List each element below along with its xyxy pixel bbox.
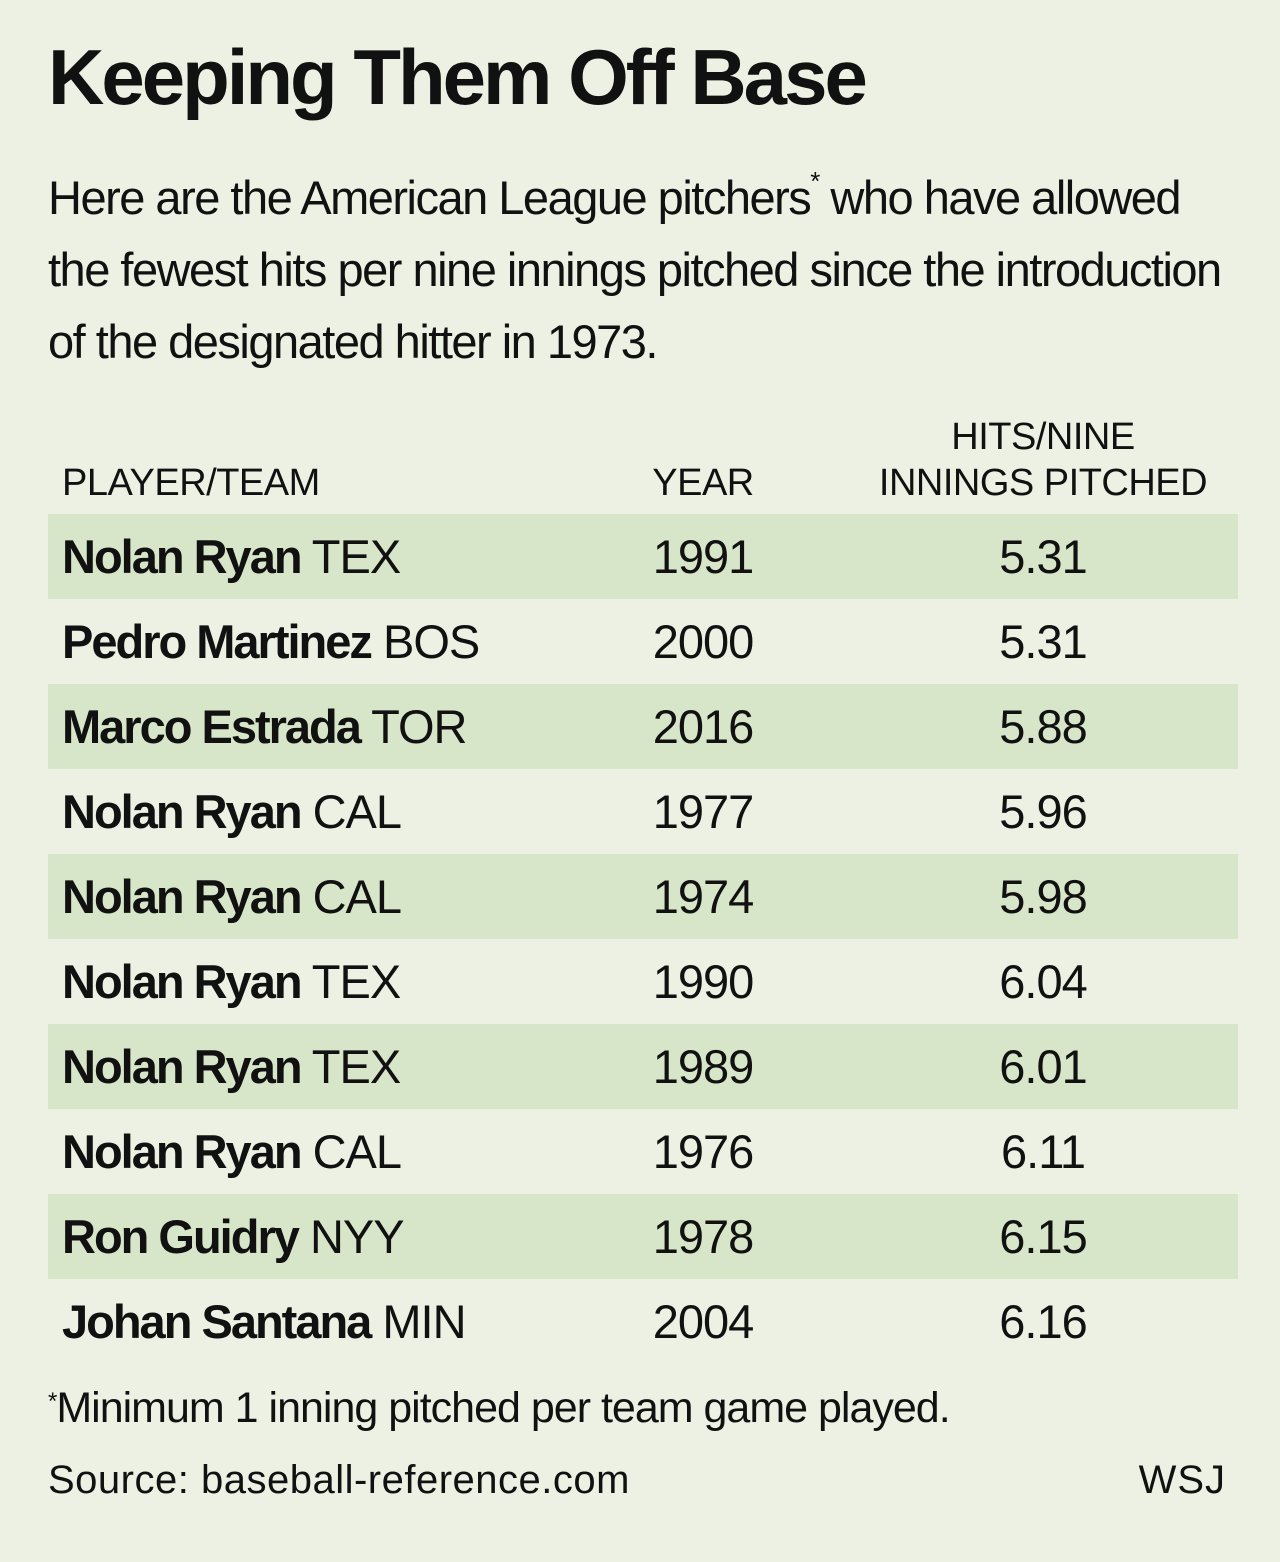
table-body: Nolan Ryan TEX 1991 5.31 Pedro Martinez BOS… [48,514,1238,1364]
cell-year: 1974 [652,870,755,923]
subtitle-asterisk: * [810,166,820,196]
player-name: Nolan Ryan [62,1040,303,1093]
player-name: Pedro Martinez [62,615,373,668]
cell-hits-per-nine: 6.01 [999,1040,1087,1093]
cell-player-team: Pedro Martinez BOS [62,599,480,684]
team-abbrev: CAL [312,1125,402,1178]
cell-player-team: Nolan Ryan TEX [62,514,401,599]
footnote-text: Minimum 1 inning pitched per team game p… [56,1384,950,1432]
team-abbrev: MIN [382,1295,466,1348]
pitchers-table: PLAYER/TEAM YEAR HITS/NINE INNINGS PITCH… [48,400,1238,1364]
cell-year: 1976 [652,1125,755,1178]
team-abbrev: CAL [312,785,402,838]
cell-player-team: Nolan Ryan TEX [62,939,401,1024]
header-year: YEAR [652,462,754,504]
wsj-credit: WSJ [1138,1458,1226,1502]
subtitle-text-end: who have allowed the fewest hits per nin… [48,171,1222,368]
player-name: Ron Guidry [62,1210,300,1263]
table-row: Marco Estrada TOR 2016 5.88 [48,684,1238,769]
team-abbrev: TOR [371,700,467,753]
team-abbrev: TEX [311,1040,401,1093]
table-row: Nolan Ryan TEX 1990 6.04 [48,939,1238,1024]
player-name: Nolan Ryan [62,955,303,1008]
player-name: Marco Estrada [62,700,362,753]
table-header: PLAYER/TEAM YEAR HITS/NINE INNINGS PITCH… [48,400,1238,514]
player-name: Nolan Ryan [62,530,303,583]
cell-hits-per-nine: 5.96 [999,785,1087,838]
chart-subtitle: Here are the American League pitchers* w… [48,162,1238,378]
table-row: Nolan Ryan CAL 1976 6.11 [48,1109,1238,1194]
player-name: Johan Santana [62,1295,372,1348]
footnote-asterisk: * [48,1388,57,1415]
cell-player-team: Nolan Ryan CAL [62,854,402,939]
player-name: Nolan Ryan [62,785,303,838]
team-abbrev: TEX [311,530,401,583]
cell-year: 2000 [652,615,755,668]
table-row: Nolan Ryan TEX 1991 5.31 [48,514,1238,599]
table-row: Ron Guidry NYY 1978 6.15 [48,1194,1238,1279]
cell-hits-per-nine: 5.98 [999,870,1087,923]
cell-player-team: Marco Estrada TOR [62,684,468,769]
cell-year: 1978 [652,1210,755,1263]
cell-hits-per-nine: 5.31 [999,530,1087,583]
cell-year: 1989 [652,1040,755,1093]
team-abbrev: BOS [382,615,480,668]
cell-hits-per-nine: 5.88 [999,700,1087,753]
cell-player-team: Nolan Ryan TEX [62,1024,401,1109]
cell-hits-per-nine: 6.04 [999,955,1087,1008]
cell-year: 2004 [652,1295,755,1348]
team-abbrev: NYY [309,1210,405,1263]
cell-player-team: Ron Guidry NYY [62,1194,405,1279]
source-line: Source: baseball-reference.com [48,1458,630,1502]
team-abbrev: TEX [311,955,401,1008]
chart-title: Keeping Them Off Base [48,33,868,121]
cell-year: 1991 [652,530,755,583]
cell-hits-per-nine: 5.31 [999,615,1087,668]
table-row: Nolan Ryan TEX 1989 6.01 [48,1024,1238,1109]
cell-hits-per-nine: 6.11 [1001,1125,1086,1178]
footnote: *Minimum 1 inning pitched per team game … [48,1384,951,1433]
table-row: Nolan Ryan CAL 1974 5.98 [48,854,1238,939]
cell-year: 1977 [652,785,755,838]
cell-year: 1990 [652,955,755,1008]
cell-hits-per-nine: 6.15 [999,1210,1087,1263]
table-row: Nolan Ryan CAL 1977 5.96 [48,769,1238,854]
cell-player-team: Nolan Ryan CAL [62,769,402,854]
cell-player-team: Nolan Ryan CAL [62,1109,402,1194]
table-row: Johan Santana MIN 2004 6.16 [48,1279,1238,1364]
cell-hits-per-nine: 6.16 [999,1295,1087,1348]
cell-year: 2016 [652,700,755,753]
team-abbrev: CAL [312,870,402,923]
header-hits-line-1: HITS/NINE [951,416,1135,458]
header-hits-per-nine: HITS/NINE INNINGS PITCHED [848,414,1238,506]
table-row: Pedro Martinez BOS 2000 5.31 [48,599,1238,684]
player-name: Nolan Ryan [62,870,303,923]
header-player-team: PLAYER/TEAM [62,462,320,504]
cell-player-team: Johan Santana MIN [62,1279,467,1364]
subtitle-text-start: Here are the American League pitchers [48,171,812,224]
header-hits-line-2: INNINGS PITCHED [878,462,1208,504]
player-name: Nolan Ryan [62,1125,303,1178]
